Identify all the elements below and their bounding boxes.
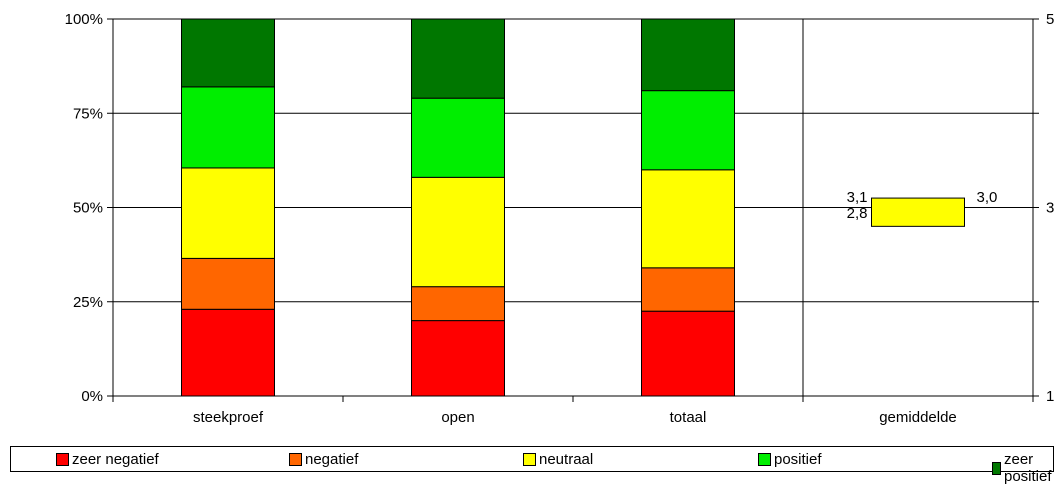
- y2-tick-label: 3: [1046, 200, 1054, 217]
- bar-segment-zeer-negatief: [641, 310, 735, 397]
- legend: zeer negatief negatief neutraal positief zee…: [10, 446, 1054, 485]
- bar-segment-neutraal: [411, 176, 505, 288]
- legend-label: positief: [774, 451, 822, 468]
- legend-item: neutraal: [523, 451, 593, 468]
- axes: [107, 18, 1039, 402]
- y-tick-label: 0%: [81, 388, 103, 405]
- legend-item: zeer negatief: [56, 451, 159, 468]
- y-tick-label: 100%: [65, 11, 103, 28]
- x-tick-label: gemiddelde: [879, 409, 957, 426]
- data-label: 3,0: [977, 189, 998, 206]
- y2-tick-label: 5: [1046, 11, 1054, 28]
- bars: [181, 18, 965, 397]
- bar-segment-zeer-negatief: [411, 320, 505, 397]
- legend-label: zeer positief: [1004, 451, 1052, 485]
- bar-segment-positief: [641, 90, 735, 171]
- y2-tick-label: 1: [1046, 388, 1054, 405]
- bar-segment-negatief: [181, 257, 275, 310]
- legend-item: positief: [758, 451, 822, 468]
- bar-segment-neutraal: [181, 167, 275, 259]
- bar-segment-zeer-positief: [181, 18, 275, 88]
- bar-segment-zeer-positief: [641, 18, 735, 92]
- y-tick-label: 50%: [73, 200, 103, 217]
- legend-swatch: [758, 453, 771, 466]
- legend-swatch: [523, 453, 536, 466]
- legend-swatch: [992, 461, 1001, 475]
- bar-segment-positief: [181, 86, 275, 169]
- data-label: 2,8: [847, 205, 868, 222]
- legend-swatch: [56, 453, 69, 466]
- x-tick-label: steekproef: [193, 409, 264, 426]
- y-tick-label: 75%: [73, 105, 103, 122]
- legend-label: negatief: [305, 451, 359, 468]
- bar-segment-positief: [411, 97, 505, 178]
- labels: 0% 25% 50% 75% 100% steekproef open totaal gemid…: [65, 11, 1055, 426]
- legend-item: zeer positief: [992, 451, 1056, 485]
- bar-segment-negatief: [641, 267, 735, 312]
- x-tick-label: open: [441, 409, 474, 426]
- legend-item: negatief: [289, 451, 358, 468]
- bar-segment-zeer-positief: [411, 18, 505, 99]
- legend-label: zeer negatief: [72, 451, 159, 468]
- bar-segment-neutraal: [641, 169, 735, 269]
- x-tick-label: totaal: [670, 409, 707, 426]
- bar-segment-zeer-negatief: [181, 308, 275, 397]
- data-label: 3,1: [847, 189, 868, 206]
- legend-swatch: [289, 453, 302, 466]
- y-tick-label: 25%: [73, 294, 103, 311]
- stacked-bar-chart: 0% 25% 50% 75% 100% steekproef open totaal gemid…: [65, 11, 1055, 426]
- legend-label: neutraal: [539, 451, 594, 468]
- gemiddelde-range-box: [871, 197, 965, 227]
- bar-segment-negatief: [411, 286, 505, 322]
